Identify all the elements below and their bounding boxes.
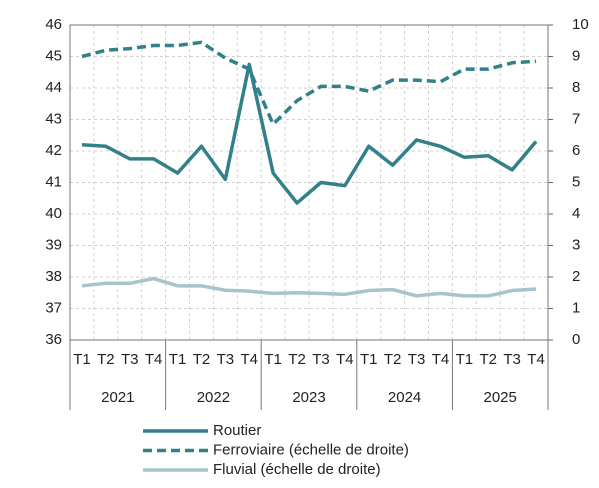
x-tick-label: T4: [145, 351, 163, 368]
x-group-label: 2024: [388, 389, 421, 406]
x-tick-label: T1: [360, 351, 378, 368]
x-tick-label: T3: [121, 351, 139, 368]
y-tick-label: 45: [45, 47, 62, 64]
x-group-label: 2025: [484, 389, 517, 406]
y-tick-label: 44: [45, 79, 62, 96]
x-tick-label: T2: [479, 351, 497, 368]
y2-tick-label: 0: [572, 331, 580, 348]
x-tick-label: T3: [312, 351, 330, 368]
y-tick-label: 40: [45, 205, 62, 222]
y-tick-label: 41: [45, 173, 62, 190]
y2-tick-label: 6: [572, 142, 580, 159]
x-tick-label: T2: [193, 351, 211, 368]
y2-tick-label: 5: [572, 173, 580, 190]
x-tick-label: T4: [432, 351, 450, 368]
y-tick-label: 38: [45, 268, 62, 285]
x-tick-label: T1: [73, 351, 91, 368]
x-tick-label: T1: [264, 351, 282, 368]
y-tick-label: 36: [45, 331, 62, 348]
series-line: [81, 276, 537, 298]
x-group-label: 2021: [101, 389, 134, 406]
x-tick-label: T2: [288, 351, 306, 368]
legend-label: Ferroviaire (échelle de droite): [213, 441, 409, 458]
y2-tick-label: 7: [572, 110, 580, 127]
y2-tick-label: 4: [572, 205, 580, 222]
legend-label: Fluvial (échelle de droite): [213, 461, 381, 478]
y2-tick-label: 10: [572, 16, 589, 33]
y-tick-label: 43: [45, 110, 62, 127]
x-tick-label: T2: [97, 351, 115, 368]
x-tick-label: T4: [336, 351, 354, 368]
y2-tick-label: 2: [572, 268, 580, 285]
y-tick-label: 46: [45, 16, 62, 33]
x-tick-label: T1: [169, 351, 187, 368]
plot-frame: [69, 24, 549, 341]
legend-label: Routier: [213, 422, 261, 439]
y-tick-label: 42: [45, 142, 62, 159]
y2-tick-label: 3: [572, 236, 580, 253]
y2-tick-label: 1: [572, 299, 580, 316]
series-line: [81, 62, 538, 205]
x-tick-label: T2: [384, 351, 402, 368]
x-group-label: 2023: [292, 389, 325, 406]
y2-tick-label: 9: [572, 47, 580, 64]
x-tick-label: T3: [503, 351, 521, 368]
x-group-label: 2022: [197, 389, 230, 406]
x-tick-label: T3: [217, 351, 235, 368]
y-tick-label: 37: [45, 299, 62, 316]
x-tick-label: T3: [408, 351, 426, 368]
x-tick-label: T1: [456, 351, 474, 368]
y-tick-label: 39: [45, 236, 62, 253]
x-tick-label: T4: [527, 351, 545, 368]
series-line: [81, 40, 537, 126]
y2-tick-label: 8: [572, 79, 580, 96]
x-tick-label: T4: [240, 351, 258, 368]
